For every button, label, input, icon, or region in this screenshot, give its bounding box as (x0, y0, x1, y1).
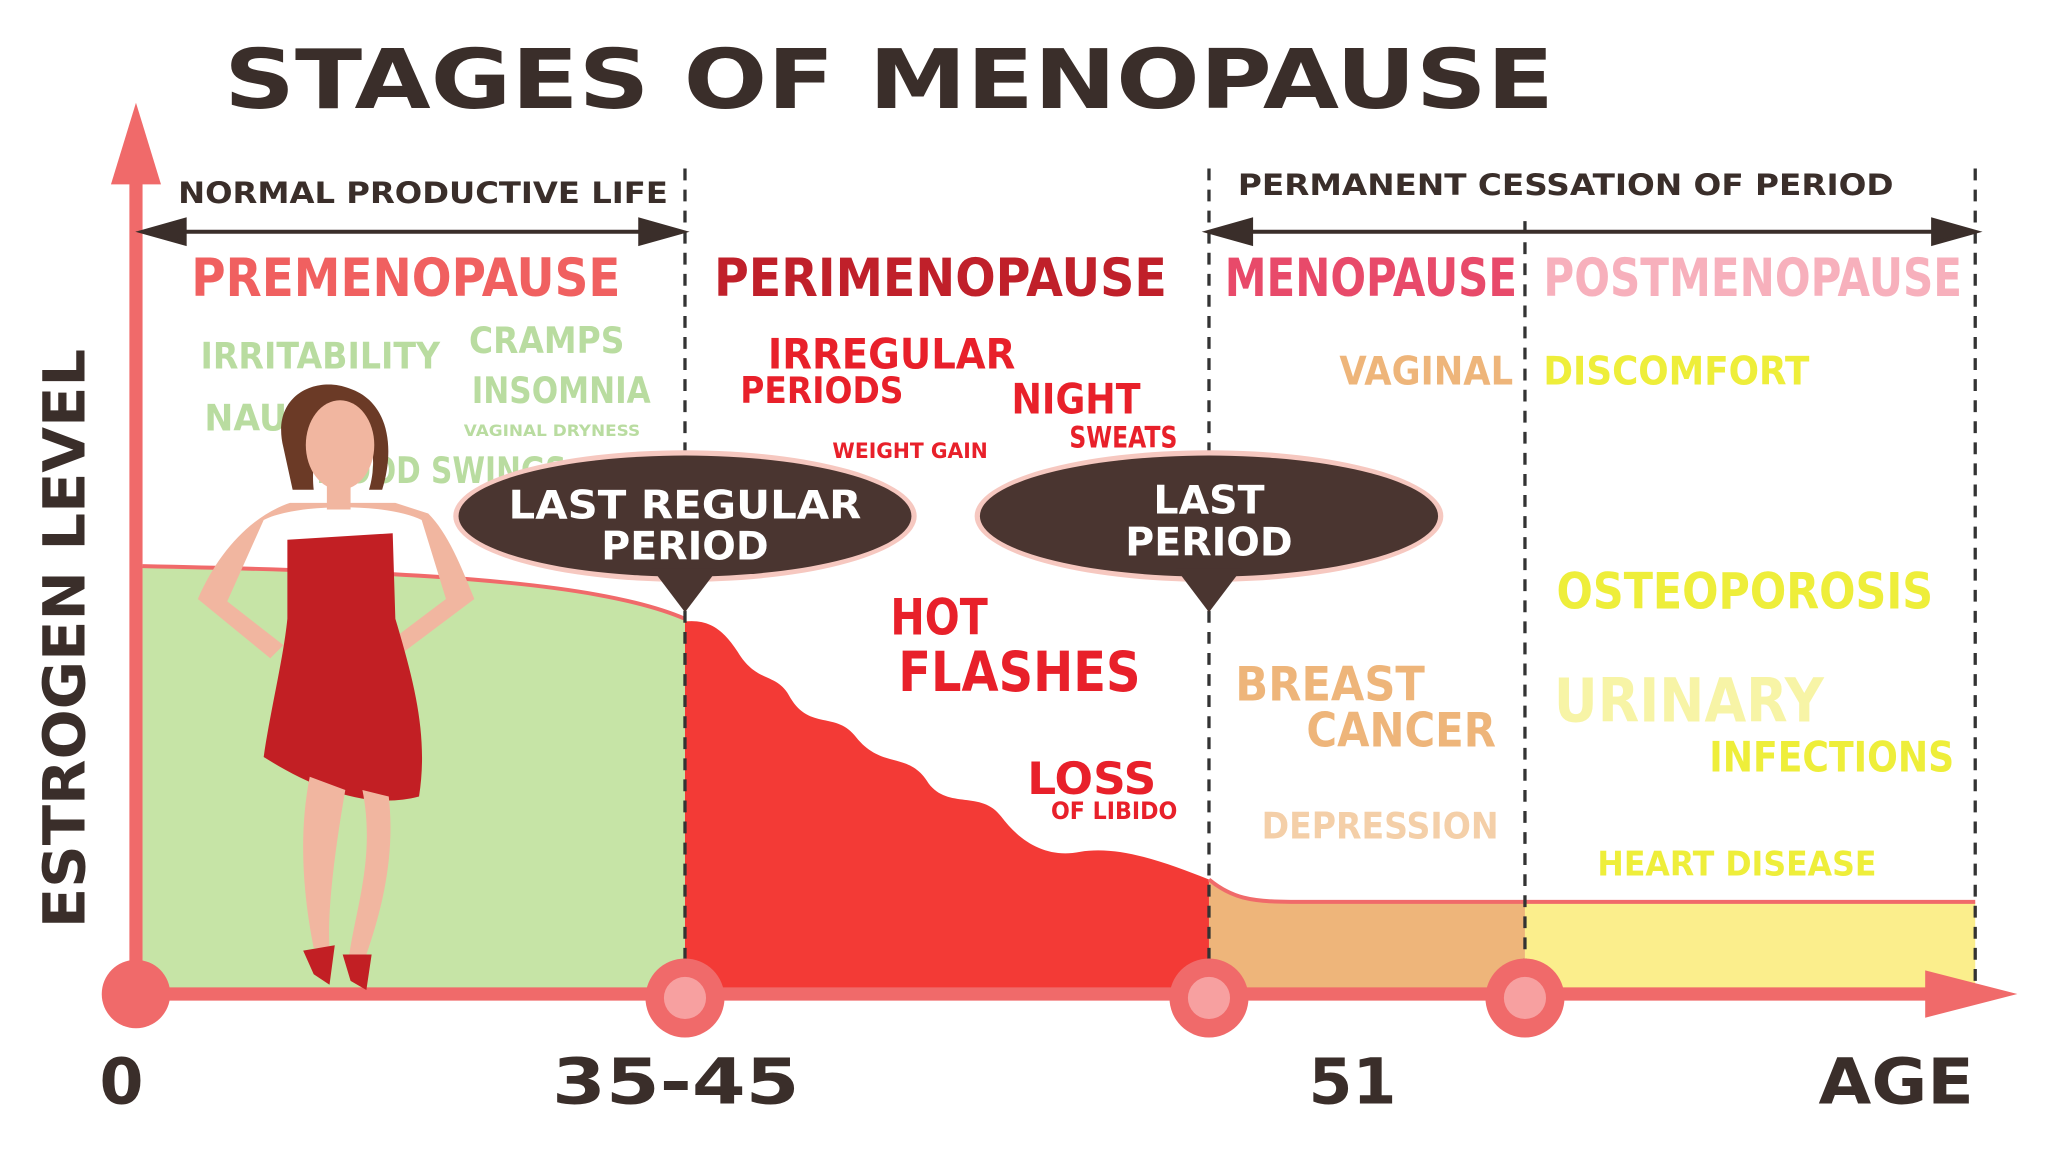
y-axis-label: ESTROGEN LEVEL (31, 349, 99, 928)
menopause-area (1208, 879, 1525, 991)
node-inner (1503, 976, 1547, 1020)
symptom: WEIGHT GAIN (832, 438, 987, 463)
x-axis-arrow (1925, 970, 2018, 1018)
range-label: PERMANENT CESSATION OF PERIOD (1238, 168, 1894, 202)
symptom: DEPRESSION (1262, 805, 1499, 848)
symptom: IRRITABILITY (200, 335, 441, 378)
symptom: DISCOMFORT (1543, 348, 1809, 394)
symptom: URINARY (1554, 666, 1825, 736)
title: STAGES OF MENOPAUSE (224, 33, 1554, 128)
range-arrow (135, 217, 690, 247)
symptom: OF LIBIDO (1051, 797, 1177, 825)
symptom: VAGINAL DRYNESS (464, 421, 640, 440)
symptom: PERIODS (740, 369, 903, 412)
marker-text: LAST (1153, 477, 1264, 523)
stage-name: POSTMENOPAUSE (1543, 248, 1962, 309)
range-label: NORMAL PRODUCTIVE LIFE (178, 176, 668, 210)
x-label: 0 (100, 1044, 144, 1118)
symptom: FLASHES (898, 641, 1140, 705)
stage-name: PERIMENOPAUSE (714, 248, 1167, 309)
marker-text: PERIOD (1125, 520, 1292, 566)
perimenopause-symptoms: IRREGULAR PERIODS NIGHT SWEATS WEIGHT GA… (740, 330, 1177, 825)
stage-name: PREMENOPAUSE (191, 248, 620, 309)
symptom: IRREGULAR (768, 330, 1016, 379)
symptom: CANCER (1306, 703, 1496, 758)
woman-figure (197, 384, 475, 991)
symptom: HOT (890, 589, 987, 647)
stage-name: MENOPAUSE (1225, 248, 1517, 309)
symptom: INFECTIONS (1709, 733, 1954, 782)
symptom: VAGINAL (1339, 348, 1513, 394)
axis-nodes (101, 958, 1565, 1038)
marker-bubble: LAST PERIOD (974, 450, 1444, 613)
range-arrow (1201, 217, 1983, 247)
menopause-symptoms: VAGINAL BREAST CANCER DEPRESSION (1235, 348, 1513, 847)
node (101, 959, 171, 1029)
x-label: AGE (1819, 1044, 1974, 1118)
node-inner (663, 976, 707, 1020)
symptom: OSTEOPOROSIS (1557, 562, 1934, 620)
postmenopause-symptoms: DISCOMFORT OSTEOPOROSIS URINARY INFECTIO… (1543, 348, 1954, 884)
symptom: LOSS (1027, 752, 1156, 805)
symptom: HEART DISEASE (1597, 845, 1876, 885)
marker-text: LAST REGULAR (509, 483, 862, 529)
x-label: 51 (1309, 1044, 1397, 1118)
x-label: 35-45 (552, 1044, 800, 1118)
y-axis-arrow (110, 102, 161, 185)
symptom: INSOMNIA (472, 369, 651, 412)
symptom: NIGHT (1011, 374, 1140, 423)
marker-text: PERIOD (601, 524, 768, 570)
marker-bubble: LAST REGULAR PERIOD (453, 450, 917, 613)
estrogen-line (142, 564, 1976, 904)
symptom: BREAST (1235, 657, 1425, 712)
perimenopause-area (684, 621, 1209, 991)
postmenopause-area (1524, 901, 1976, 991)
node-inner (1187, 976, 1231, 1020)
premenopause-symptoms: IRRITABILITY CRAMPS INSOMNIA VAGINAL DRY… (200, 319, 651, 492)
symptom: CRAMPS (469, 319, 624, 362)
symptom: SWEATS (1069, 421, 1177, 455)
